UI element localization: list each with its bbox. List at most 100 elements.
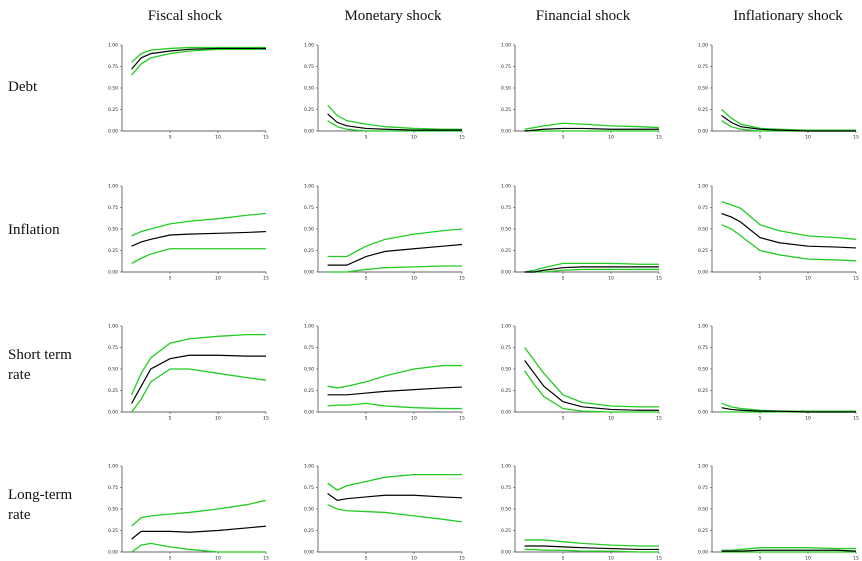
x-tick-label: 5 bbox=[562, 135, 565, 141]
series-line bbox=[721, 547, 856, 551]
y-tick-label: 0.50 bbox=[501, 86, 511, 92]
y-tick-label: 0.50 bbox=[501, 367, 511, 373]
x-tick-label: 15 bbox=[656, 135, 662, 141]
y-tick-label: 1.00 bbox=[698, 184, 708, 190]
y-tick-label: 0.50 bbox=[304, 367, 314, 373]
y-tick-label: 1.00 bbox=[108, 464, 118, 470]
y-tick-label: 0.00 bbox=[501, 410, 511, 416]
y-tick-label: 0.25 bbox=[304, 388, 314, 394]
x-tick-label: 15 bbox=[853, 276, 859, 282]
series-line bbox=[327, 265, 462, 273]
y-tick-label: 0.75 bbox=[501, 64, 511, 70]
series-line bbox=[131, 46, 266, 63]
series-line bbox=[327, 364, 462, 389]
x-tick-label: 15 bbox=[656, 556, 662, 561]
x-tick-label: 5 bbox=[365, 416, 368, 422]
y-tick-label: 0.75 bbox=[698, 205, 708, 211]
y-tick-label: 0.25 bbox=[108, 388, 118, 394]
series-line bbox=[327, 386, 463, 396]
series-line bbox=[327, 402, 462, 410]
y-tick-label: 0.75 bbox=[304, 64, 314, 70]
x-tick-label: 15 bbox=[263, 556, 269, 561]
y-tick-label: 1.00 bbox=[501, 324, 511, 330]
column-title: Monetary shock bbox=[344, 8, 442, 24]
y-tick-label: 0.50 bbox=[698, 86, 708, 92]
y-tick-label: 0.50 bbox=[304, 507, 314, 513]
x-tick-label: 10 bbox=[215, 276, 221, 282]
series-line bbox=[131, 230, 267, 247]
y-tick-label: 0.00 bbox=[108, 410, 118, 416]
x-tick-label: 15 bbox=[263, 135, 269, 141]
y-tick-label: 0.00 bbox=[698, 270, 708, 276]
y-tick-label: 0.75 bbox=[304, 345, 314, 351]
x-tick-label: 15 bbox=[459, 135, 465, 141]
y-tick-label: 1.00 bbox=[698, 464, 708, 470]
series-line bbox=[524, 545, 659, 551]
y-tick-label: 0.00 bbox=[304, 129, 314, 135]
y-tick-label: 0.25 bbox=[108, 528, 118, 534]
series-line bbox=[131, 333, 266, 396]
x-tick-label: 5 bbox=[365, 135, 368, 141]
x-tick-label: 5 bbox=[365, 556, 368, 561]
series-line bbox=[131, 368, 267, 413]
x-tick-label: 5 bbox=[562, 276, 565, 282]
y-tick-label: 1.00 bbox=[304, 464, 314, 470]
x-tick-label: 5 bbox=[365, 276, 368, 282]
y-tick-label: 0.50 bbox=[501, 507, 511, 513]
y-tick-label: 0.25 bbox=[501, 107, 511, 113]
series-line bbox=[721, 115, 856, 132]
series-line bbox=[131, 212, 267, 237]
row-label: Short term rate bbox=[8, 347, 72, 383]
x-tick-label: 10 bbox=[608, 416, 614, 422]
y-tick-label: 0.00 bbox=[108, 550, 118, 556]
y-tick-label: 0.00 bbox=[501, 129, 511, 135]
series-line bbox=[131, 48, 266, 76]
series-line bbox=[524, 539, 659, 547]
series-line bbox=[327, 113, 462, 131]
series-line bbox=[721, 407, 856, 413]
series-line bbox=[131, 499, 267, 527]
y-tick-label: 0.50 bbox=[698, 227, 708, 233]
series-line bbox=[524, 347, 659, 408]
y-tick-label: 0.00 bbox=[108, 129, 118, 135]
series-line bbox=[131, 525, 267, 540]
y-tick-label: 0.50 bbox=[304, 86, 314, 92]
y-tick-label: 0.50 bbox=[501, 227, 511, 233]
row-label: Long-term rate bbox=[8, 487, 73, 523]
y-tick-label: 1.00 bbox=[108, 43, 118, 49]
y-tick-label: 1.00 bbox=[501, 184, 511, 190]
series-line bbox=[131, 248, 266, 264]
y-tick-label: 0.50 bbox=[108, 367, 118, 373]
x-tick-label: 5 bbox=[169, 556, 172, 561]
y-tick-label: 0.75 bbox=[501, 205, 511, 211]
x-tick-label: 10 bbox=[608, 135, 614, 141]
x-tick-label: 10 bbox=[411, 556, 417, 561]
y-tick-label: 0.25 bbox=[501, 388, 511, 394]
x-tick-label: 5 bbox=[562, 416, 565, 422]
y-tick-label: 0.50 bbox=[108, 507, 118, 513]
row-label: Debt bbox=[8, 79, 38, 95]
x-tick-label: 15 bbox=[459, 416, 465, 422]
series-line bbox=[327, 120, 462, 132]
y-tick-label: 0.00 bbox=[304, 270, 314, 276]
series-line bbox=[327, 228, 463, 258]
x-tick-label: 15 bbox=[263, 276, 269, 282]
series-line bbox=[721, 200, 857, 240]
x-tick-label: 15 bbox=[263, 416, 269, 422]
column-title: Financial shock bbox=[535, 8, 631, 24]
y-tick-label: 0.00 bbox=[304, 410, 314, 416]
series-line bbox=[327, 243, 463, 266]
y-tick-label: 0.00 bbox=[501, 270, 511, 276]
y-tick-label: 0.25 bbox=[304, 528, 314, 534]
y-tick-label: 0.00 bbox=[108, 270, 118, 276]
y-tick-label: 0.00 bbox=[698, 550, 708, 556]
x-tick-label: 5 bbox=[562, 556, 565, 561]
y-tick-label: 0.00 bbox=[501, 550, 511, 556]
x-tick-label: 5 bbox=[759, 416, 762, 422]
y-tick-label: 0.50 bbox=[108, 227, 118, 233]
series-line bbox=[721, 109, 856, 131]
y-tick-label: 1.00 bbox=[501, 43, 511, 49]
series-line bbox=[131, 354, 266, 404]
y-tick-label: 0.75 bbox=[698, 485, 708, 491]
